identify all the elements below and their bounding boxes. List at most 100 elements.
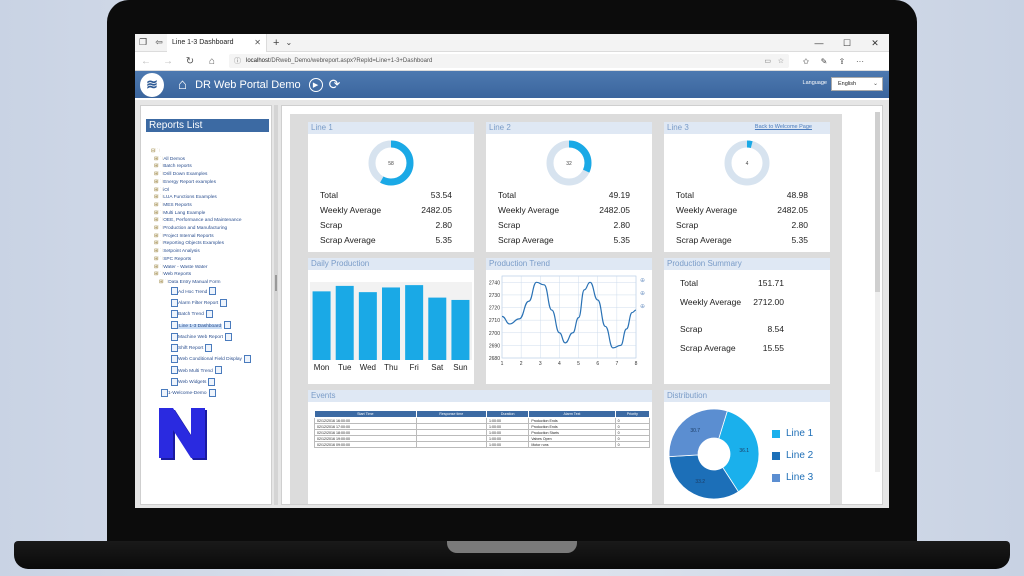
bar	[312, 291, 331, 360]
browser-tab[interactable]: Line 1-3 Dashboard ✕	[167, 34, 267, 52]
forward-icon[interactable]: →	[163, 55, 173, 67]
tree-folder[interactable]: ⊞🗀Water - Waste Water	[154, 264, 271, 272]
url-input[interactable]: ⓘ localhost /DRweb_Demo/webreport.aspx?R…	[229, 54, 789, 68]
legend-item[interactable]: Line 2	[772, 450, 813, 461]
refresh-icon[interactable]: ⟳	[328, 76, 341, 92]
bar	[428, 297, 447, 360]
report-icon	[171, 321, 178, 330]
close-icon[interactable]: ✕	[871, 38, 879, 48]
column-header[interactable]: Priority	[614, 410, 651, 418]
pdf-icon[interactable]	[220, 298, 228, 307]
report-item[interactable]: Web Widgets	[169, 377, 271, 388]
new-tab-icon[interactable]: +	[273, 36, 280, 49]
pdf-icon[interactable]	[208, 389, 216, 398]
pen-icon[interactable]: ✎	[820, 56, 828, 66]
report-item[interactable]: Ad Hoc Trend	[169, 287, 271, 298]
tree-folder[interactable]: ⊞🗀iOl	[154, 187, 271, 195]
tree-root[interactable]: ⊟🗀	[151, 148, 161, 154]
pdf-icon[interactable]	[208, 377, 216, 386]
report-item[interactable]: Line 1-3 Dashboard	[169, 321, 271, 332]
report-item[interactable]: Web Conditional Field Display	[169, 354, 271, 365]
line2-donut: 32	[546, 140, 592, 186]
zoom-reset-icon[interactable]: ⊕	[640, 303, 645, 310]
info-icon[interactable]: ⓘ	[234, 58, 241, 65]
table-row[interactable]: 02/12/2016 09:00:00 1:00:00 Motor runs 0	[314, 441, 651, 448]
back-to-welcome-link[interactable]: Back to Welcome Page	[754, 124, 812, 130]
tree-folder[interactable]: ⊞🗀Project Internal Reports	[154, 233, 271, 241]
scrollbar[interactable]	[875, 112, 880, 472]
x-tick-label: 3	[539, 361, 542, 367]
tree-folder[interactable]: ⊞🗀Batch reports	[154, 163, 271, 171]
pdf-icon[interactable]	[243, 355, 251, 364]
reading-view-icon[interactable]: ▭	[764, 58, 771, 65]
tree-folder[interactable]: ⊞🗀Production and Manufacturing	[154, 225, 271, 233]
close-tab-icon[interactable]: ✕	[254, 38, 261, 47]
legend-item[interactable]: Line 1	[772, 428, 813, 439]
home-icon[interactable]: ⌂	[208, 55, 216, 67]
refresh-icon[interactable]: ↻	[185, 55, 195, 67]
pdf-icon[interactable]	[224, 321, 232, 330]
column-header[interactable]: Duration	[485, 410, 530, 418]
favorite-icon[interactable]: ☆	[777, 58, 784, 65]
app-logo: ≋	[140, 72, 164, 97]
legend-item[interactable]: Line 3	[772, 472, 813, 483]
back-icon[interactable]: ←	[141, 55, 151, 67]
folder-icon: ⊞🗀	[154, 271, 164, 278]
column-header[interactable]: Alarm Text	[528, 410, 616, 418]
favorites-icon[interactable]: ✩	[802, 56, 810, 66]
x-tick-label: Sun	[453, 363, 467, 372]
tree-folder[interactable]: ⊞🗀Reporting Objects Examples	[154, 240, 271, 248]
tree-folder[interactable]: ⊞🗀Drill Down Examples	[154, 171, 271, 179]
report-item[interactable]: Shift Report	[169, 343, 271, 354]
column-header[interactable]: Start Time	[314, 410, 417, 418]
tree-folder[interactable]: ⊞🗀Web Reports	[154, 271, 271, 279]
tree-folder[interactable]: ⊞🗀OEE, Performance and Maintenance	[154, 217, 271, 225]
tab-back-icon[interactable]: ⇦	[155, 37, 163, 47]
scrap-value: 2.80	[791, 220, 808, 230]
share-icon[interactable]: ⇪	[838, 56, 846, 66]
toolbar-right: ✩ ✎ ⇪ ···	[797, 57, 869, 66]
tree-folder[interactable]: ⊞🗀Multi Lang Example	[154, 210, 271, 218]
tab-actions-icon[interactable]: ❐	[138, 37, 148, 47]
tree-folder[interactable]: ⊞🗀Energy Report examples	[154, 179, 271, 187]
pdf-icon[interactable]	[214, 366, 222, 375]
zoom-in-icon[interactable]: ⊕	[640, 277, 645, 284]
pdf-icon[interactable]	[209, 287, 217, 296]
y-tick-label: 2720	[489, 306, 500, 312]
maximize-icon[interactable]: ☐	[842, 38, 852, 48]
chevron-down-icon[interactable]: ⌄	[285, 38, 293, 47]
tree-folder[interactable]: ⊞🗀LUA Functions Examples	[154, 194, 271, 202]
home-icon[interactable]: ⌂	[178, 76, 188, 93]
more-icon[interactable]: ···	[856, 56, 864, 66]
url-path: /DRweb_Demo/webreport.aspx?RepId=Line+1-…	[269, 58, 433, 64]
x-tick-label: Sat	[431, 363, 444, 372]
tree-folder[interactable]: ⊞🗀Data Entry Manual Form	[159, 279, 271, 287]
report-item[interactable]: Web Multi Trend	[169, 366, 271, 377]
report-item-welcome[interactable]: 1-Welcome-Demo	[159, 388, 271, 399]
pdf-icon[interactable]	[205, 309, 213, 318]
bar	[382, 287, 400, 360]
pdf-icon[interactable]	[205, 343, 213, 352]
language-label: Language	[802, 80, 827, 86]
minimize-icon[interactable]: —	[814, 38, 824, 48]
y-tick-label: 2740	[489, 280, 500, 286]
report-item[interactable]: Batch Trend	[169, 309, 271, 320]
play-icon[interactable]: ▶	[308, 77, 323, 92]
address-bar: ← → ↻ ⌂ ⓘ localhost /DRweb_Demo/webrepor…	[135, 52, 889, 71]
dashboard-grid: Line 1 58 Total 53.54 Weekly Average 2482.…	[290, 114, 842, 504]
pdf-icon[interactable]	[224, 332, 232, 341]
tree-folder-label: Energy Report examples	[163, 179, 216, 185]
language-select[interactable]: English ⌄	[831, 77, 883, 91]
x-tick-label: Tue	[338, 363, 352, 372]
report-item[interactable]: Alarm Filter Report	[169, 298, 271, 309]
column-header[interactable]: Response time	[415, 410, 488, 418]
zoom-out-icon[interactable]: ⊕	[640, 290, 645, 297]
report-label: Line 1-3 Dashboard	[178, 323, 223, 329]
tree-folder[interactable]: ⊞🗀SPC Reports	[154, 256, 271, 264]
table-cell: 1:00:00	[485, 441, 530, 448]
report-item[interactable]: Machine Web Report	[169, 332, 271, 343]
tree-folder[interactable]: ⊞🗀All Demos	[154, 156, 271, 164]
tree-folder[interactable]: ⊞🗀Setpoint Analysis	[154, 248, 271, 256]
panel-splitter[interactable]	[274, 105, 278, 505]
tree-folder[interactable]: ⊞🗀MES Reports	[154, 202, 271, 210]
